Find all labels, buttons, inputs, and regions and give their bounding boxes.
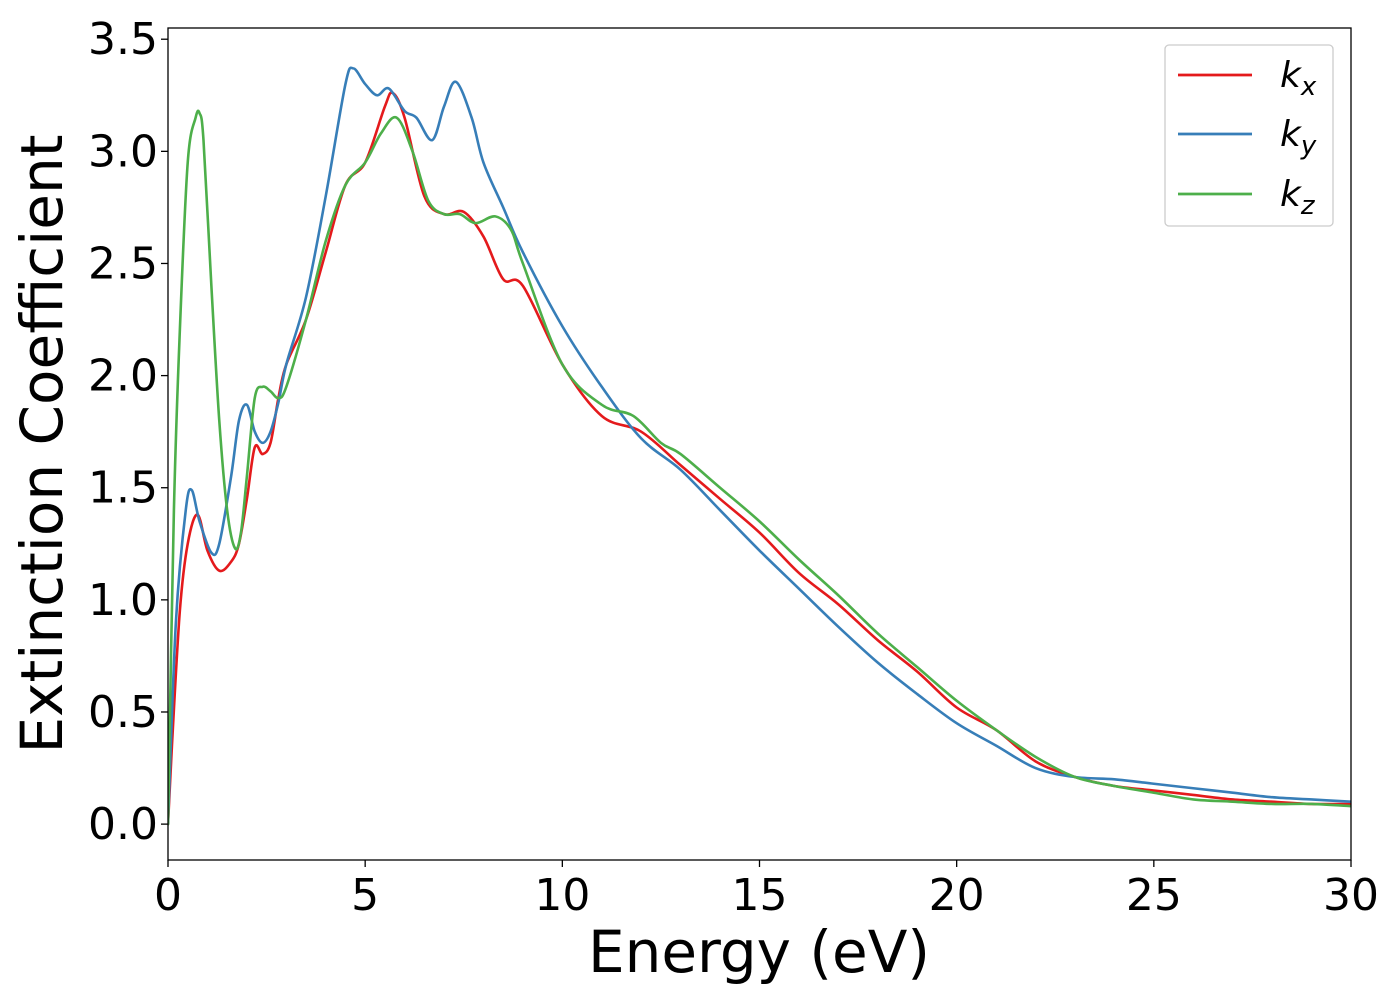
- legend-label-base: k: [1280, 114, 1303, 155]
- legend-frame: [1164, 44, 1334, 227]
- series-line-kz: [168, 109, 1351, 826]
- legend-label-subscript: x: [1300, 72, 1317, 102]
- legend-label-base: k: [1280, 174, 1303, 215]
- series-line-kx: [168, 91, 1351, 826]
- x-tick-label: 10: [534, 870, 590, 921]
- legend-label-kz: kz: [1280, 174, 1316, 221]
- x-tick-label: 5: [351, 870, 379, 921]
- legend-label-subscript: y: [1300, 131, 1317, 161]
- y-axis-title: Extinction Coefficient: [8, 135, 76, 754]
- x-tick-label: 25: [1126, 870, 1182, 921]
- y-tick-label: 2.5: [88, 238, 158, 289]
- series-layer: [168, 66, 1351, 826]
- y-axis: 0.0 0.5 1.0 1.5 2.0 2.5 3.0 3.5: [88, 14, 168, 850]
- x-axis-title: Energy (eV): [588, 918, 930, 986]
- plot-area: [168, 28, 1351, 860]
- legend-label-ky: ky: [1280, 114, 1317, 161]
- series-line-ky: [168, 66, 1351, 826]
- y-tick-label: 1.5: [88, 463, 158, 514]
- y-tick-label: 0.5: [88, 687, 158, 738]
- x-tick-label: 20: [929, 870, 985, 921]
- y-tick-label: 2.0: [88, 351, 158, 402]
- y-tick-label: 1.0: [88, 575, 158, 626]
- legend-label-kx: kx: [1280, 55, 1317, 102]
- y-tick-label: 0.0: [88, 799, 158, 850]
- x-axis: 0 5 10 15 20 25 30: [154, 860, 1379, 921]
- legend-label-subscript: z: [1300, 191, 1316, 221]
- y-tick-label: 3.0: [88, 126, 158, 177]
- x-tick-label: 15: [732, 870, 788, 921]
- x-tick-label: 30: [1323, 870, 1379, 921]
- x-tick-label: 0: [154, 870, 182, 921]
- y-tick-label: 3.5: [88, 14, 158, 65]
- legend-label-base: k: [1280, 55, 1303, 96]
